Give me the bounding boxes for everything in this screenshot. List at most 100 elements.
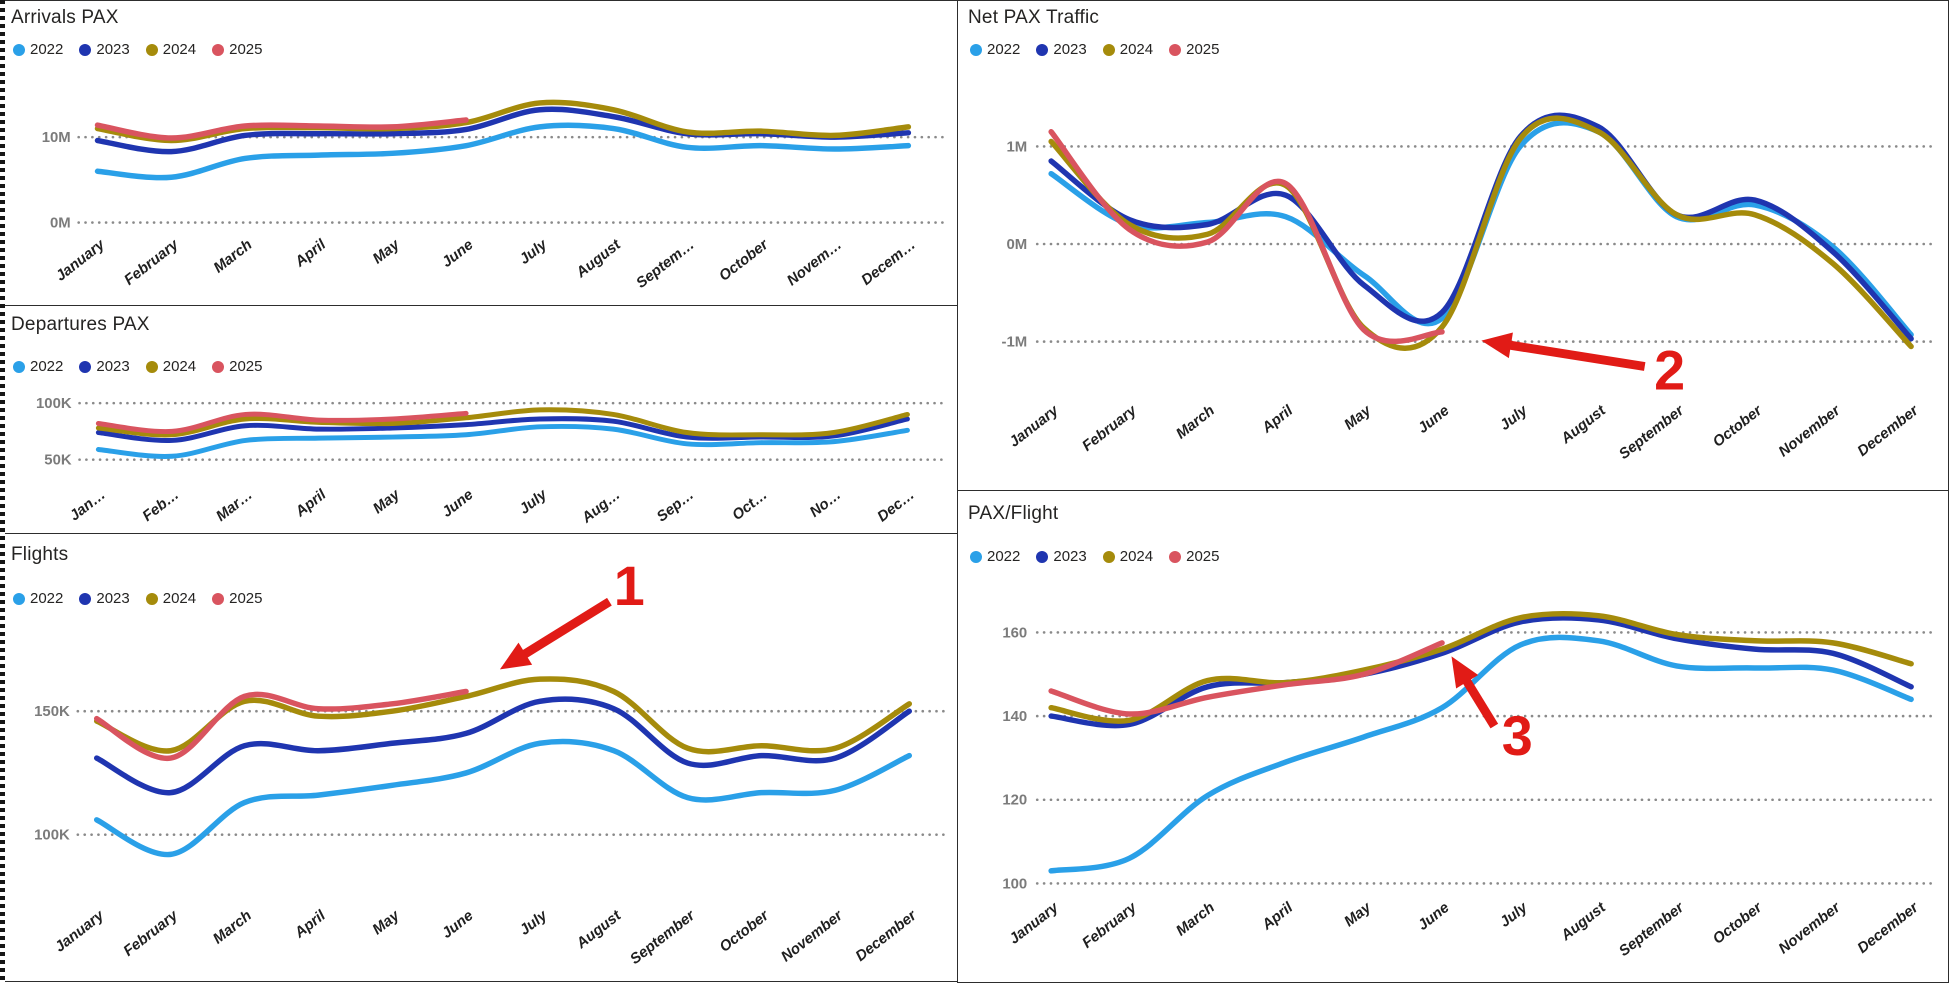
y-axis-label: 120 bbox=[1002, 792, 1027, 809]
x-axis-label: Oct… bbox=[730, 487, 771, 524]
legend: 2022 2023 2024 2025 bbox=[13, 358, 279, 375]
series-line-2025[interactable] bbox=[93, 688, 469, 761]
legend-dot-icon bbox=[1036, 43, 1049, 56]
y-axis-label: 160 bbox=[1002, 624, 1027, 641]
series-line-2025[interactable] bbox=[95, 410, 469, 435]
y-axis-label: 100K bbox=[34, 827, 70, 844]
annotation-number: 2 bbox=[1654, 339, 1685, 401]
chart-title: PAX/Flight bbox=[968, 503, 1059, 524]
x-axis-label: Decem… bbox=[859, 237, 919, 289]
legend-item-2024[interactable]: 2024 bbox=[145, 590, 196, 607]
legend-item-2024[interactable]: 2024 bbox=[1102, 41, 1154, 58]
annotation-2: 2 bbox=[1481, 332, 1685, 401]
y-axis-label: 100K bbox=[36, 396, 72, 412]
x-axis-label: December bbox=[1854, 898, 1922, 957]
series-line-2025[interactable] bbox=[94, 117, 469, 141]
x-axis-label: February bbox=[120, 907, 181, 960]
legend-dot-icon bbox=[145, 43, 158, 56]
chart-canvas-pax-flight: 160 140 120 100 January February March April May… bbox=[1002, 610, 1938, 960]
x-axis-label: November bbox=[778, 906, 847, 965]
x-axis-label: April bbox=[292, 236, 330, 271]
legend: 2022 2023 2024 2025 bbox=[970, 41, 1236, 58]
legend-item-2023[interactable]: 2023 bbox=[79, 358, 130, 375]
legend-dot-icon bbox=[1102, 550, 1115, 563]
x-axis-label: January bbox=[52, 907, 108, 956]
y-axis-label: 140 bbox=[1002, 708, 1027, 725]
x-axis-label: May bbox=[369, 907, 403, 939]
legend-item-2023[interactable]: 2023 bbox=[1036, 41, 1087, 58]
x-axis-label: August bbox=[1557, 401, 1610, 447]
legend-item-2025[interactable]: 2025 bbox=[212, 41, 263, 58]
legend-dot-icon bbox=[145, 592, 158, 605]
legend-label: 2022 bbox=[987, 548, 1021, 565]
legend-dot-icon bbox=[79, 592, 92, 605]
legend-dot-icon bbox=[79, 43, 92, 56]
panel-net-pax-traffic: Net PAX Traffic 2022 2023 2024 2025 1M 0M -1M… bbox=[957, 0, 1949, 491]
legend-dot-icon bbox=[212, 43, 225, 56]
x-axis-label: Novem… bbox=[784, 237, 845, 289]
annotation-1: 1 bbox=[499, 555, 645, 670]
legend-item-2023[interactable]: 2023 bbox=[79, 41, 130, 58]
series-line-2024[interactable] bbox=[95, 407, 910, 438]
y-axis-label: 1M bbox=[1007, 138, 1028, 155]
x-axis-label: June bbox=[1415, 402, 1453, 437]
series-line-2025[interactable] bbox=[1048, 640, 1445, 717]
chart-canvas-flights: 150K 100K January February March April May June… bbox=[34, 555, 946, 968]
x-axis-label: March bbox=[1173, 402, 1218, 442]
chart-canvas-net-pax-traffic: 1M 0M -1M January February March April May June J… bbox=[1002, 112, 1938, 463]
legend-item-2024[interactable]: 2024 bbox=[1102, 548, 1153, 565]
legend-item-2025[interactable]: 2025 bbox=[1169, 41, 1220, 58]
annotation-arrow-shaft bbox=[1502, 339, 1646, 371]
x-axis-label: March bbox=[210, 907, 255, 947]
x-axis-label: July bbox=[517, 486, 551, 517]
x-axis-label: Septem… bbox=[634, 237, 698, 292]
legend-dot-icon bbox=[13, 592, 25, 605]
legend-item-2022[interactable]: 2022 bbox=[13, 358, 63, 375]
legend-label: 2023 bbox=[96, 590, 130, 607]
legend-item-2022[interactable]: 2022 bbox=[13, 41, 63, 58]
legend-item-2023[interactable]: 2023 bbox=[79, 590, 130, 607]
annotation-number: 1 bbox=[614, 555, 645, 617]
x-axis-label: Jan… bbox=[67, 487, 109, 525]
x-axis-label: Dec… bbox=[875, 487, 918, 526]
panel-pax-flight: PAX/Flight 2022 2023 2024 2025 160 140 120 100… bbox=[957, 490, 1949, 983]
series-line-2023[interactable] bbox=[93, 696, 913, 796]
series-line-2022[interactable] bbox=[1048, 634, 1914, 874]
x-axis-label: July bbox=[517, 236, 551, 267]
x-axis-label: December bbox=[852, 906, 920, 965]
y-axis-label: 10M bbox=[42, 130, 71, 146]
legend-item-2024[interactable]: 2024 bbox=[145, 358, 196, 375]
legend-item-2025[interactable]: 2025 bbox=[212, 590, 263, 607]
legend-item-2024[interactable]: 2024 bbox=[145, 41, 196, 58]
series-line-2025[interactable] bbox=[1048, 129, 1445, 344]
annotation-arrowhead-icon bbox=[1481, 332, 1513, 359]
series-line-2022[interactable] bbox=[95, 423, 910, 459]
x-axis-label: April bbox=[1258, 402, 1297, 437]
x-axis-label: November bbox=[1775, 401, 1844, 460]
legend-label: 2024 bbox=[1119, 41, 1154, 58]
legend-item-2022[interactable]: 2022 bbox=[970, 41, 1020, 58]
legend-item-2025[interactable]: 2025 bbox=[212, 358, 263, 375]
x-axis-label: January bbox=[1006, 402, 1062, 451]
legend-item-2022[interactable]: 2022 bbox=[970, 548, 1020, 565]
annotation-arrowhead-icon bbox=[1451, 656, 1479, 689]
legend-item-2023[interactable]: 2023 bbox=[1036, 548, 1087, 565]
legend-item-2025[interactable]: 2025 bbox=[1169, 548, 1220, 565]
legend-dot-icon bbox=[212, 360, 225, 373]
legend-dot-icon bbox=[145, 360, 158, 373]
series-line-2022[interactable] bbox=[94, 122, 912, 181]
legend-label: 2025 bbox=[229, 590, 263, 607]
series-line-2022[interactable] bbox=[93, 738, 913, 858]
legend: 2022 2023 2024 2025 bbox=[13, 590, 279, 607]
x-axis-label: February bbox=[122, 236, 183, 288]
chart-title: Net PAX Traffic bbox=[968, 7, 1100, 28]
x-axis-label: Aug… bbox=[578, 487, 623, 527]
series-line-2024[interactable] bbox=[1048, 115, 1914, 351]
series-line-2024[interactable] bbox=[1048, 610, 1914, 724]
x-axis-label: December bbox=[1854, 401, 1922, 460]
legend-dot-icon bbox=[1036, 550, 1049, 563]
series-line-2023[interactable] bbox=[1048, 615, 1914, 729]
legend-dot-icon bbox=[970, 43, 982, 56]
panel-arrivals-pax: Arrivals PAX 2022 2023 2024 2025 10M 0M Janua… bbox=[0, 0, 958, 306]
legend-item-2022[interactable]: 2022 bbox=[13, 590, 63, 607]
